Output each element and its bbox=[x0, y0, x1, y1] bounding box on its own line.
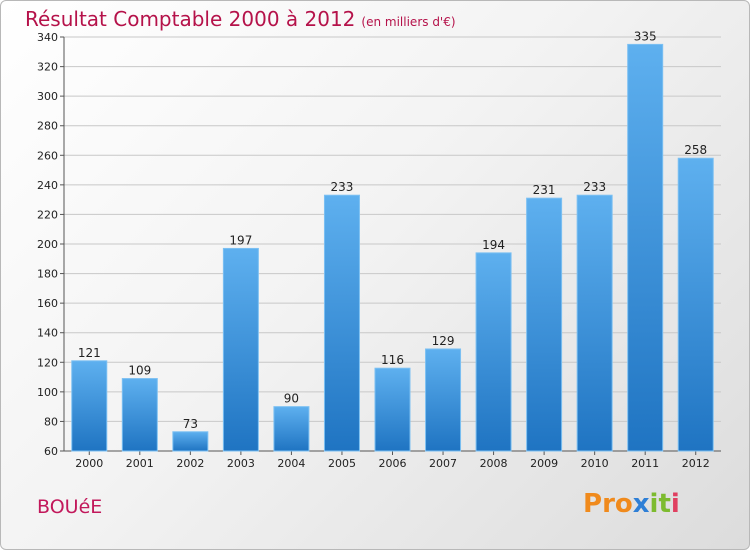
logo-letter: t bbox=[658, 489, 671, 519]
x-tick-label-2010: 2010 bbox=[581, 457, 609, 470]
y-tick-label: 260 bbox=[37, 149, 58, 162]
bar-2011 bbox=[627, 43, 664, 452]
y-tick-label: 140 bbox=[37, 327, 58, 340]
y-tick-label: 220 bbox=[37, 208, 58, 221]
logo-letter: P bbox=[583, 489, 603, 519]
bar-2000 bbox=[71, 360, 108, 452]
bar-2008 bbox=[475, 252, 512, 452]
x-tick-label-2009: 2009 bbox=[530, 457, 558, 470]
y-tick-label: 300 bbox=[37, 90, 58, 103]
x-tick-label-2000: 2000 bbox=[75, 457, 103, 470]
data-label-2000: 121 bbox=[78, 346, 101, 360]
bar-2010 bbox=[576, 194, 613, 452]
x-tick-label-2003: 2003 bbox=[227, 457, 255, 470]
data-label-2010: 233 bbox=[583, 180, 606, 194]
y-tick-label: 240 bbox=[37, 179, 58, 192]
data-label-2002: 73 bbox=[183, 417, 198, 431]
commune-name: BOUéE bbox=[37, 496, 103, 518]
x-tick-label-2012: 2012 bbox=[682, 457, 710, 470]
logo-letter: i bbox=[670, 489, 680, 519]
data-label-2004: 90 bbox=[284, 392, 299, 406]
bar-2006 bbox=[374, 367, 411, 452]
data-label-2005: 233 bbox=[331, 180, 354, 194]
bar-2007 bbox=[425, 348, 462, 452]
data-label-2009: 231 bbox=[533, 183, 556, 197]
chart-title: Résultat Comptable 2000 à 2012 (en millie… bbox=[25, 7, 456, 31]
y-tick-label: 80 bbox=[44, 415, 58, 428]
x-tick-label-2011: 2011 bbox=[631, 457, 659, 470]
bar-2002 bbox=[172, 431, 209, 452]
logo-letter: r bbox=[602, 489, 615, 519]
y-tick-label: 100 bbox=[37, 386, 58, 399]
bar-2003 bbox=[222, 247, 259, 452]
x-tick-label-2002: 2002 bbox=[176, 457, 204, 470]
x-tick-label-2006: 2006 bbox=[379, 457, 407, 470]
x-tick-label-2001: 2001 bbox=[126, 457, 154, 470]
title-unit: (en milliers d'€) bbox=[361, 15, 456, 29]
y-tick-label: 320 bbox=[37, 61, 58, 74]
labels: 60 80 100 120 140 160 180 200 220 240 260 280 300 320… bbox=[37, 29, 710, 470]
x-tick-label-2004: 2004 bbox=[277, 457, 305, 470]
y-tick-label: 120 bbox=[37, 356, 58, 369]
bar-2009 bbox=[526, 197, 563, 452]
x-tick-label-2008: 2008 bbox=[480, 457, 508, 470]
x-tick-label-2005: 2005 bbox=[328, 457, 356, 470]
x-tick-label-2007: 2007 bbox=[429, 457, 457, 470]
title-text: Résultat Comptable 2000 à 2012 bbox=[25, 7, 356, 31]
logo-letter: o bbox=[614, 489, 633, 519]
y-tick-label: 340 bbox=[37, 31, 58, 44]
bar-2005 bbox=[323, 194, 360, 452]
data-label-2006: 116 bbox=[381, 353, 404, 367]
logo-letter: i bbox=[649, 489, 659, 519]
data-label-2001: 109 bbox=[128, 364, 151, 378]
y-tick-label: 180 bbox=[37, 268, 58, 281]
data-label-2007: 129 bbox=[432, 334, 455, 348]
data-label-2012: 258 bbox=[684, 143, 707, 157]
proxiti-logo: Proxiti bbox=[583, 489, 680, 519]
data-label-2003: 197 bbox=[229, 233, 252, 247]
bar-2001 bbox=[121, 378, 158, 452]
data-label-2011: 335 bbox=[634, 29, 657, 43]
y-tick-label: 160 bbox=[37, 297, 58, 310]
bar-2012 bbox=[677, 157, 714, 452]
y-tick-label: 60 bbox=[44, 445, 58, 458]
bars bbox=[71, 43, 714, 452]
y-tick-label: 200 bbox=[37, 238, 58, 251]
bar-2004 bbox=[273, 406, 310, 452]
data-label-2008: 194 bbox=[482, 238, 505, 252]
logo-letter: x bbox=[632, 489, 650, 519]
y-tick-label: 280 bbox=[37, 120, 58, 133]
